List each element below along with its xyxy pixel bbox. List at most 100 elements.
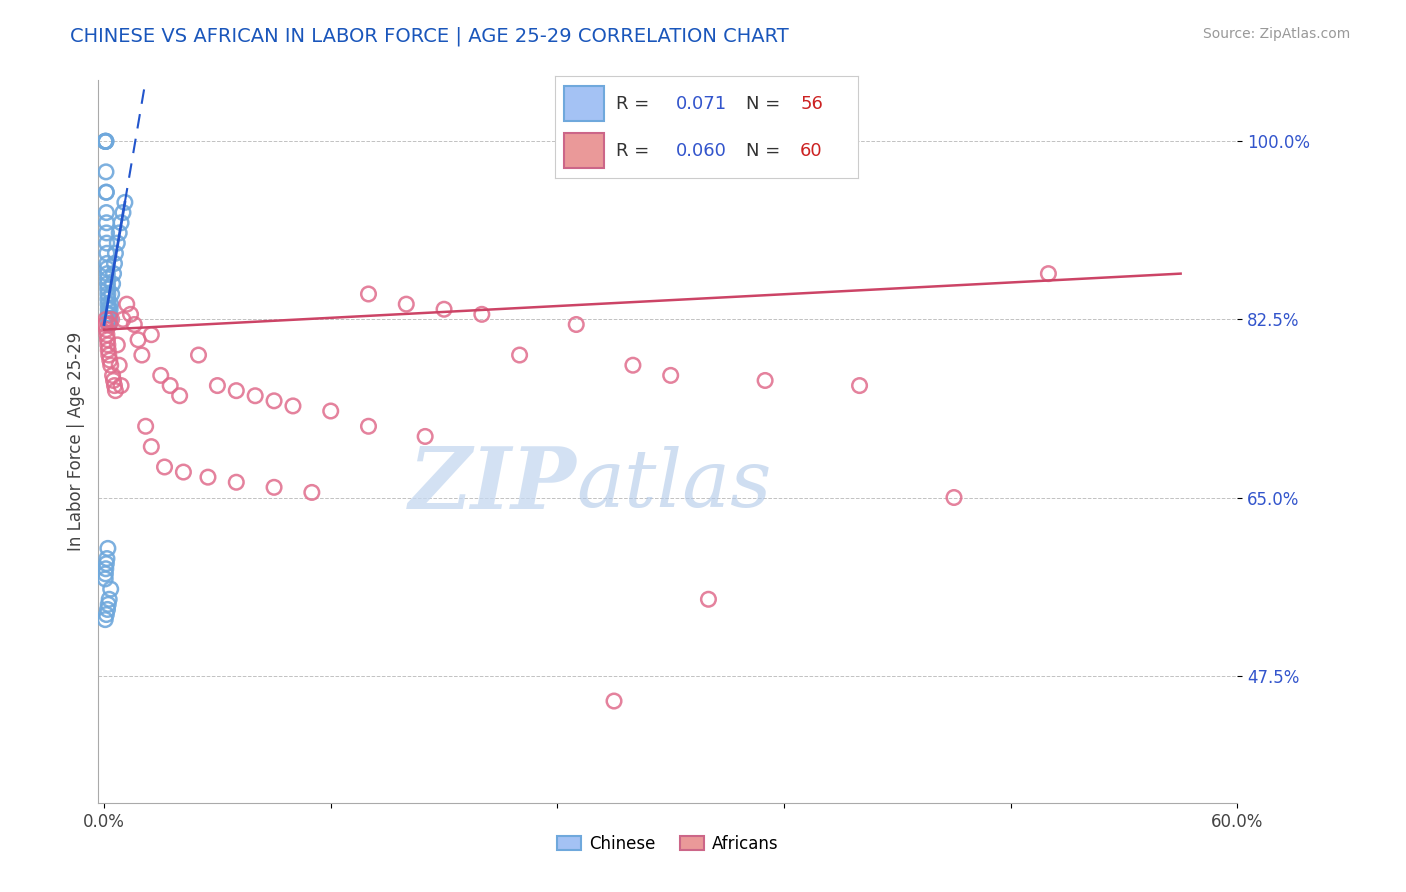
- Point: [97, 312, 120, 326]
- Point: [97, 541, 120, 556]
- Point: [97, 282, 120, 296]
- Point: [98, 318, 121, 332]
- Point: [96, 205, 118, 219]
- FancyBboxPatch shape: [564, 87, 603, 121]
- Point: [97, 297, 120, 311]
- Point: [97, 307, 120, 321]
- Point: [96, 323, 118, 337]
- Point: [413, 429, 436, 443]
- Point: [225, 384, 247, 398]
- Text: Source: ZipAtlas.com: Source: ZipAtlas.com: [1202, 27, 1350, 41]
- Point: [149, 368, 172, 383]
- Point: [96, 271, 118, 285]
- Point: [243, 389, 266, 403]
- Point: [104, 246, 127, 260]
- Point: [94, 134, 117, 148]
- Point: [197, 470, 219, 484]
- Point: [141, 440, 163, 454]
- Text: CHINESE VS AFRICAN IN LABOR FORCE | AGE 25-29 CORRELATION CHART: CHINESE VS AFRICAN IN LABOR FORCE | AGE …: [70, 27, 789, 46]
- Point: [225, 475, 247, 490]
- Point: [96, 277, 118, 291]
- Point: [96, 246, 118, 260]
- Point: [153, 460, 176, 475]
- Point: [110, 216, 132, 230]
- Point: [94, 572, 117, 586]
- Point: [108, 226, 131, 240]
- Point: [103, 374, 125, 388]
- Point: [97, 292, 120, 306]
- Point: [96, 256, 118, 270]
- Text: ZIP: ZIP: [409, 443, 576, 526]
- Point: [509, 348, 531, 362]
- Point: [96, 607, 118, 622]
- Point: [100, 582, 122, 596]
- Point: [207, 378, 229, 392]
- Point: [96, 216, 118, 230]
- Point: [100, 297, 122, 311]
- Point: [94, 562, 117, 576]
- Point: [697, 592, 720, 607]
- Point: [108, 358, 131, 372]
- Point: [98, 312, 121, 326]
- Point: [96, 602, 118, 616]
- Text: atlas: atlas: [576, 446, 772, 524]
- Point: [94, 134, 117, 148]
- Point: [97, 312, 120, 326]
- Point: [101, 277, 124, 291]
- Point: [100, 358, 122, 372]
- Point: [96, 557, 118, 571]
- Point: [131, 348, 153, 362]
- Text: 56: 56: [800, 95, 823, 112]
- Point: [357, 419, 380, 434]
- Text: N =: N =: [745, 142, 786, 160]
- Point: [96, 267, 118, 281]
- FancyBboxPatch shape: [564, 133, 603, 168]
- Text: R =: R =: [616, 142, 655, 160]
- Text: R =: R =: [616, 95, 655, 112]
- Point: [97, 343, 120, 357]
- Point: [187, 348, 209, 362]
- Point: [105, 236, 128, 251]
- Point: [281, 399, 304, 413]
- Point: [96, 226, 118, 240]
- Point: [115, 297, 138, 311]
- Point: [111, 205, 134, 219]
- Point: [98, 312, 121, 326]
- Point: [1038, 267, 1060, 281]
- Text: N =: N =: [745, 95, 786, 112]
- Point: [98, 592, 121, 607]
- Point: [100, 287, 122, 301]
- Point: [98, 307, 121, 321]
- Point: [172, 465, 194, 479]
- Y-axis label: In Labor Force | Age 25-29: In Labor Force | Age 25-29: [66, 332, 84, 551]
- Point: [104, 384, 127, 398]
- Point: [124, 318, 146, 332]
- Point: [97, 598, 120, 612]
- Point: [169, 389, 191, 403]
- Text: 0.071: 0.071: [676, 95, 727, 112]
- Point: [97, 348, 120, 362]
- Text: 60: 60: [800, 142, 823, 160]
- Point: [94, 312, 117, 326]
- Point: [96, 327, 118, 342]
- Point: [135, 419, 157, 434]
- Point: [105, 338, 128, 352]
- Point: [94, 318, 117, 332]
- Point: [263, 393, 285, 408]
- Point: [141, 327, 163, 342]
- Point: [96, 261, 118, 276]
- Point: [943, 491, 966, 505]
- Point: [101, 368, 124, 383]
- Point: [120, 307, 142, 321]
- Point: [103, 378, 125, 392]
- Point: [94, 566, 117, 581]
- Point: [98, 353, 121, 368]
- Point: [659, 368, 682, 383]
- Point: [97, 318, 120, 332]
- Point: [94, 613, 117, 627]
- Point: [96, 236, 118, 251]
- Point: [848, 378, 870, 392]
- Point: [319, 404, 342, 418]
- Text: 0.060: 0.060: [676, 142, 727, 160]
- Point: [301, 485, 323, 500]
